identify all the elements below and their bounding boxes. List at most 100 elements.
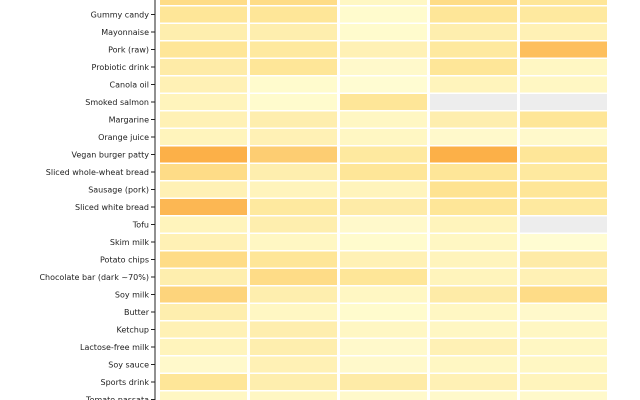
row-label: Chocolate bar (dark ~70%) xyxy=(39,273,149,282)
row-labels: Gummy candy Mayonnaise Pork (raw) Probiotic… xyxy=(39,11,155,400)
heatmap-cell xyxy=(340,286,427,303)
heatmap-cell xyxy=(340,24,427,40)
row-label: Probiotic drink xyxy=(92,63,150,72)
heatmap-cell xyxy=(160,269,247,285)
row-label: Butter xyxy=(124,308,150,317)
heatmap-cell xyxy=(430,59,517,75)
heatmap-cell xyxy=(250,94,337,110)
heatmap-cell xyxy=(430,286,517,303)
heatmap-cell xyxy=(250,391,337,400)
heatmap-cell xyxy=(430,339,517,355)
heatmap-cell xyxy=(340,146,427,163)
heatmap-cell xyxy=(520,6,607,23)
heatmap-cell xyxy=(160,146,247,163)
heatmap-cell xyxy=(160,251,247,268)
heatmap-cell xyxy=(250,59,337,75)
heatmap-cell xyxy=(340,391,427,400)
heatmap-cell xyxy=(250,111,337,128)
heatmap-cell xyxy=(430,269,517,285)
heatmap-cell xyxy=(250,181,337,198)
heatmap-cell xyxy=(430,76,517,93)
heatmap-cell xyxy=(340,304,427,320)
heatmap-cell xyxy=(340,269,427,285)
row-label: Mayonnaise xyxy=(101,28,149,37)
heatmap-cell xyxy=(250,146,337,163)
row-label: Soy milk xyxy=(115,291,149,300)
row-label: Skim milk xyxy=(110,238,150,247)
heatmap-cell xyxy=(430,164,517,180)
heatmap-cell xyxy=(520,24,607,40)
heatmap-cell xyxy=(430,199,517,215)
heatmap-cell xyxy=(340,94,427,110)
heatmap-cell xyxy=(160,321,247,338)
heatmap-cell xyxy=(160,339,247,355)
heatmap-cell xyxy=(520,234,607,250)
heatmap-cell xyxy=(520,304,607,320)
heatmap-cell xyxy=(340,76,427,93)
heatmap-cell xyxy=(160,76,247,93)
heatmap-cell xyxy=(160,129,247,145)
heatmap-cell xyxy=(160,216,247,233)
heatmap-cell xyxy=(340,339,427,355)
heatmap-cell xyxy=(520,286,607,303)
heatmap-cell xyxy=(340,356,427,373)
heatmap-cell xyxy=(160,6,247,23)
heatmap-cell xyxy=(430,181,517,198)
heatmap-cell xyxy=(160,199,247,215)
heatmap-cell xyxy=(520,164,607,180)
heatmap-cell xyxy=(430,146,517,163)
heatmap-cell xyxy=(520,181,607,198)
row-label: Gummy candy xyxy=(91,11,150,20)
heatmap-cell xyxy=(340,216,427,233)
heatmap-cell xyxy=(520,251,607,268)
heatmap-cell xyxy=(250,6,337,23)
heatmap-cell xyxy=(160,0,247,5)
heatmap-cell xyxy=(520,374,607,390)
heatmap-cell xyxy=(250,269,337,285)
heatmap-cell xyxy=(250,339,337,355)
heatmap-cell xyxy=(160,94,247,110)
row-label: Sports drink xyxy=(101,378,150,387)
heatmap-cell xyxy=(340,374,427,390)
row-label: Tomato passata xyxy=(85,396,149,400)
heatmap-cell xyxy=(250,286,337,303)
heatmap-cell xyxy=(520,76,607,93)
heatmap-cell xyxy=(340,321,427,338)
heatmap-cell xyxy=(430,304,517,320)
heatmap-cell xyxy=(340,59,427,75)
heatmap-cell xyxy=(250,41,337,58)
heatmap-cell xyxy=(430,321,517,338)
row-label: Sliced whole-wheat bread xyxy=(46,168,149,177)
heatmap-cell xyxy=(340,234,427,250)
heatmap-cell xyxy=(160,391,247,400)
heatmap-cell xyxy=(520,41,607,58)
heatmap-cell xyxy=(250,374,337,390)
heatmap-cell xyxy=(430,41,517,58)
heatmap-cell xyxy=(160,234,247,250)
heatmap-cell xyxy=(520,356,607,373)
heatmap-cell xyxy=(160,111,247,128)
row-label: Orange juice xyxy=(98,133,149,142)
heatmap-cell xyxy=(250,234,337,250)
heatmap-cell xyxy=(340,129,427,145)
heatmap-cell xyxy=(340,0,427,5)
heatmap-cell xyxy=(250,356,337,373)
heatmap-cell xyxy=(250,199,337,215)
heatmap-cell xyxy=(250,24,337,40)
heatmap-cell xyxy=(160,41,247,58)
heatmap-cell xyxy=(520,0,607,5)
row-label: Soy sauce xyxy=(108,361,149,370)
row-label: Margarine xyxy=(109,116,150,125)
heatmap-cell xyxy=(430,111,517,128)
heatmap-cell xyxy=(250,216,337,233)
heatmap-cell xyxy=(160,181,247,198)
heatmap-cell xyxy=(430,356,517,373)
heatmap-cell xyxy=(430,129,517,145)
heatmap-cell xyxy=(430,24,517,40)
row-label: Pork (raw) xyxy=(108,46,149,55)
heatmap-cell xyxy=(520,339,607,355)
heatmap-cell xyxy=(430,0,517,5)
heatmap-cell xyxy=(520,321,607,338)
heatmap-cell xyxy=(430,391,517,400)
